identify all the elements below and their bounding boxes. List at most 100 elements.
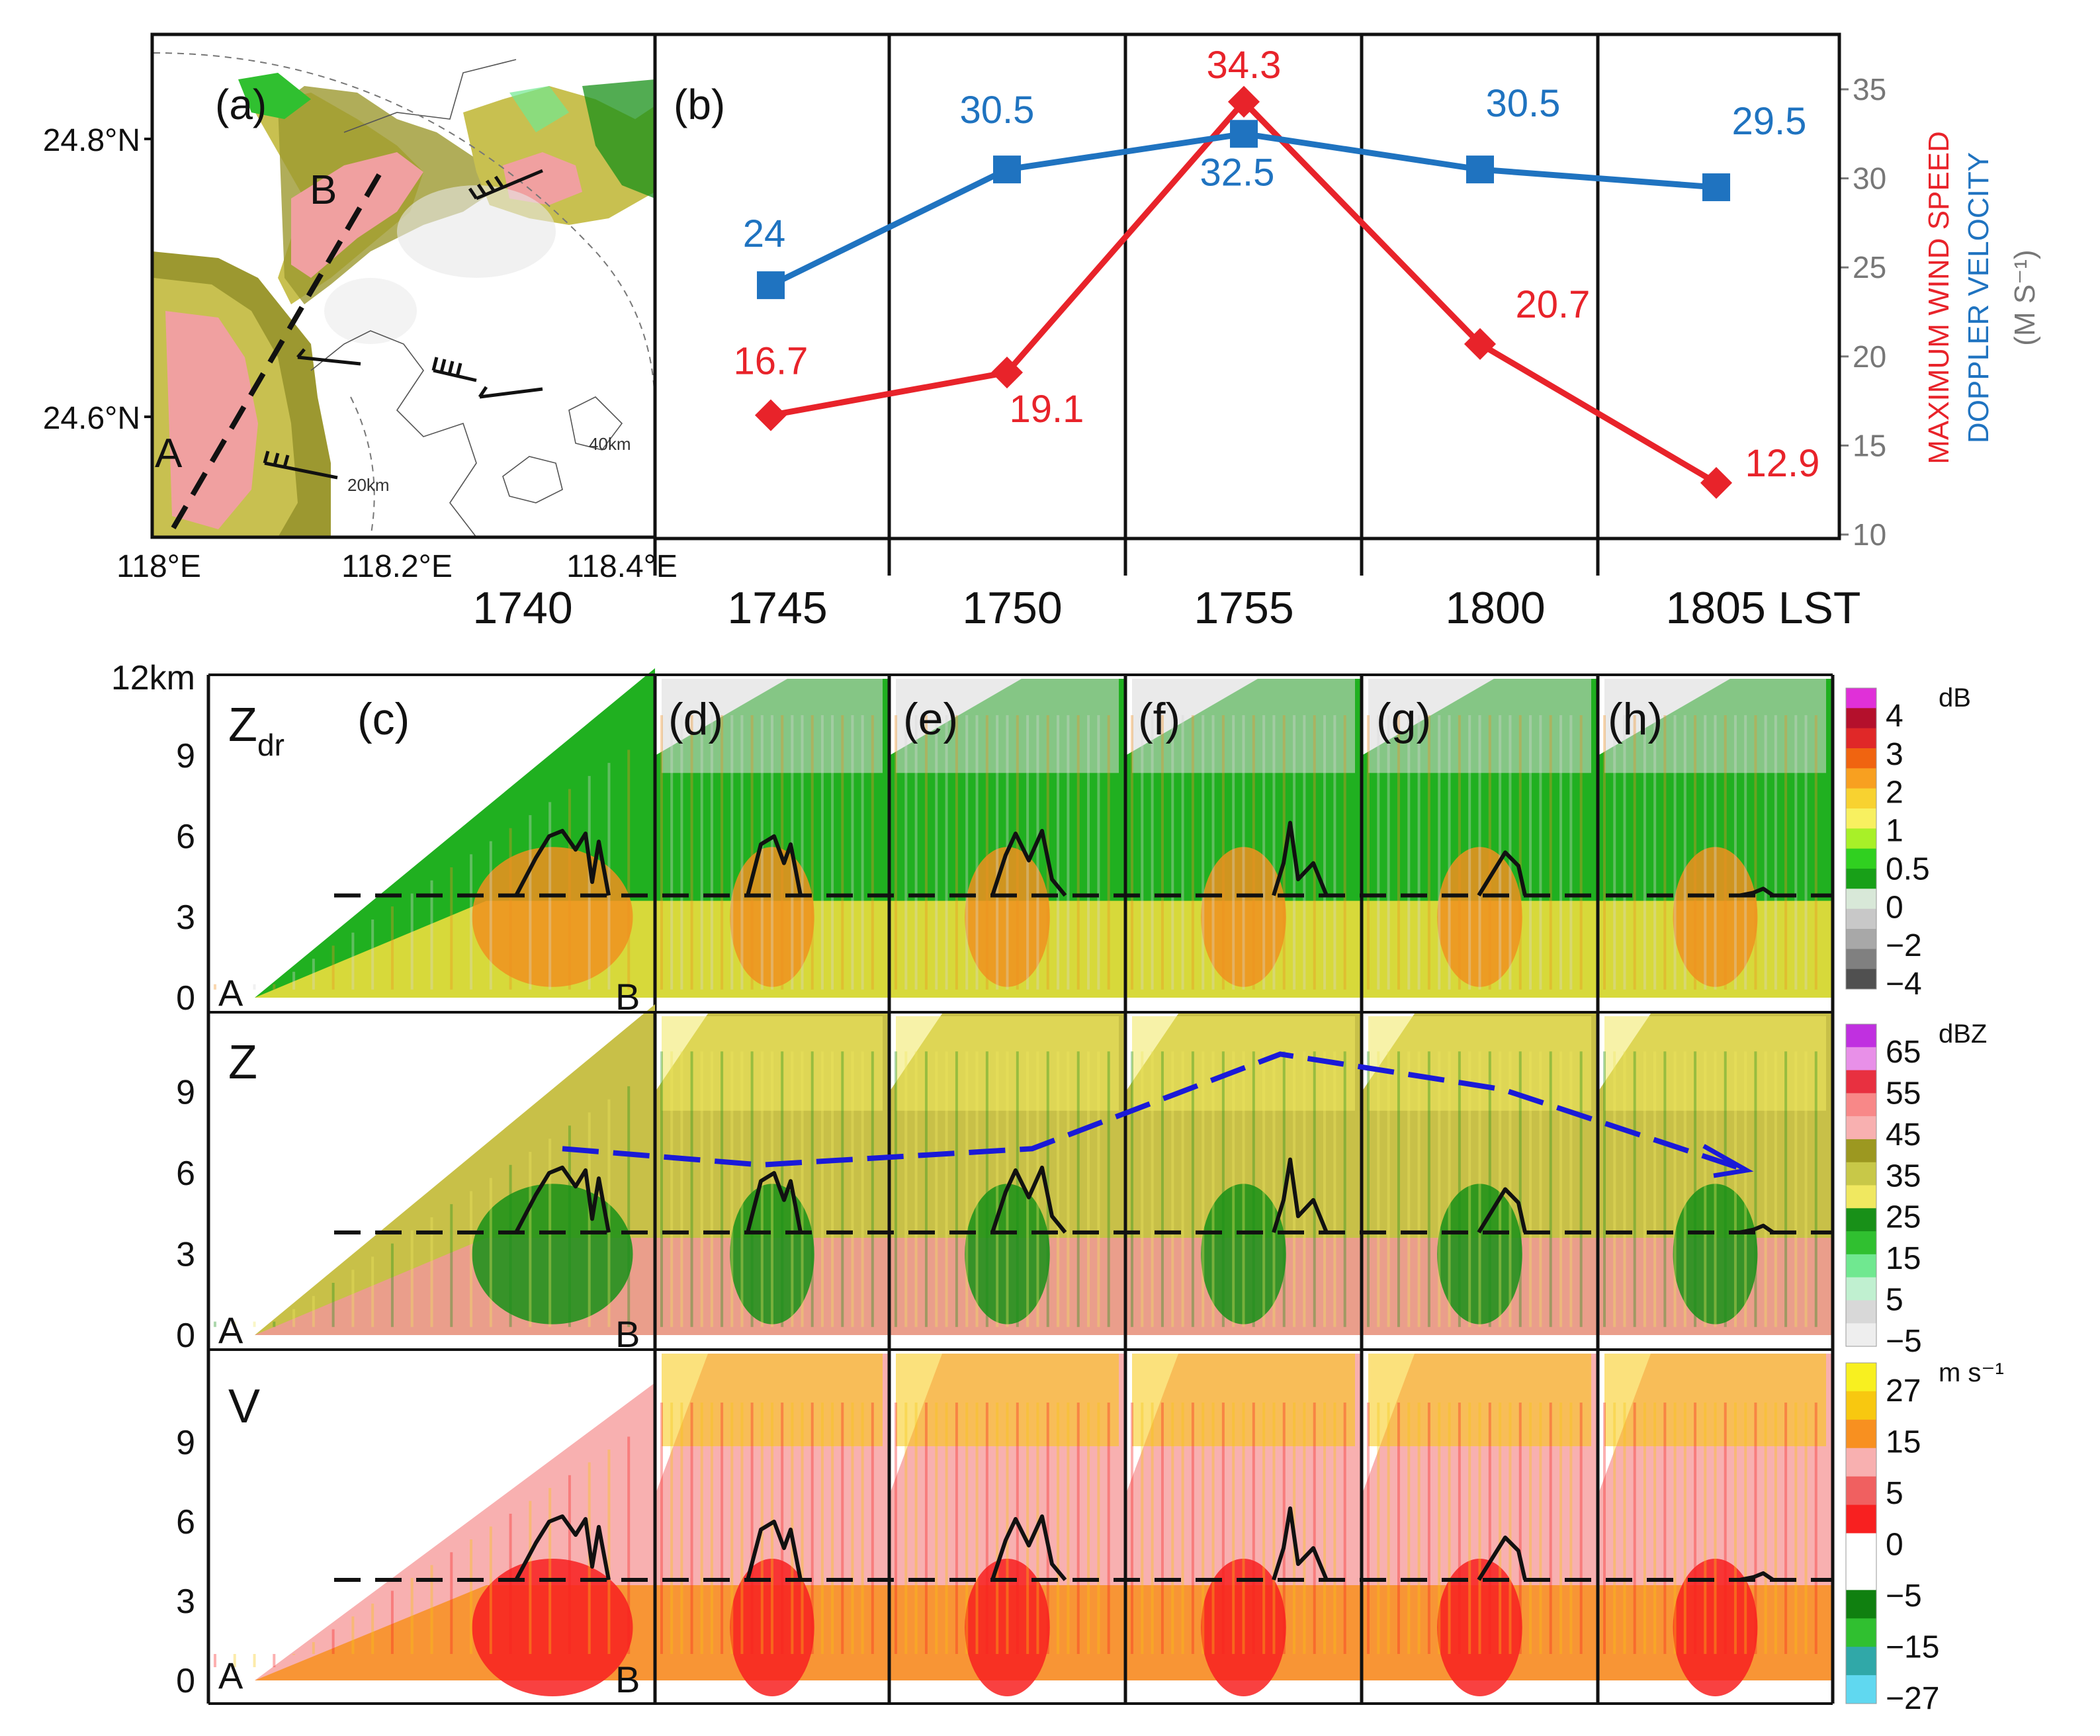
endpoint-a: A	[218, 1309, 243, 1351]
colorbar-label: 0.5	[1886, 851, 1930, 887]
time-label: 1750	[962, 583, 1062, 633]
colorbar-swatch	[1846, 1093, 1876, 1117]
data-label: 32.5	[1200, 151, 1275, 194]
colorbar-label: −5	[1886, 1579, 1922, 1614]
panel-label-a: (a)	[215, 81, 267, 128]
height-tick: 0	[176, 979, 195, 1018]
colorbar-swatch	[1846, 1561, 1876, 1590]
xsec-panel	[655, 679, 889, 998]
y-title-max-wind: MAXIMUM WIND SPEED	[1923, 131, 1955, 464]
colorbar-swatch	[1846, 1139, 1876, 1163]
xsec-panel	[889, 679, 1125, 998]
xsec-panel	[1362, 679, 1598, 998]
colorbar-swatch	[1846, 1647, 1876, 1676]
colorbar-swatch	[1846, 949, 1876, 970]
colorbar-swatch	[1846, 808, 1876, 829]
point-max-wind	[1700, 466, 1733, 499]
colorbar-swatch	[1846, 1448, 1876, 1477]
data-label: 16.7	[734, 340, 809, 383]
lat-tick-24-6: 24.6°N	[43, 401, 140, 436]
hail-contour	[1739, 1223, 1774, 1235]
colorbar-swatch	[1846, 889, 1876, 910]
panel-label: (g)	[1376, 694, 1431, 744]
colorbar-swatch	[1846, 1300, 1876, 1324]
height-tick: 3	[176, 1583, 195, 1621]
xsec-panel	[1125, 679, 1362, 998]
colorbar-label: 27	[1886, 1373, 1921, 1409]
y-tick-label: 15	[1853, 428, 1886, 462]
colorbar-swatch	[1846, 969, 1876, 990]
field-label-v: V	[228, 1380, 260, 1433]
data-label: 24	[743, 212, 786, 255]
colorbar-label: 1	[1886, 814, 1903, 849]
colorbar-swatch	[1846, 728, 1876, 749]
range-ring-outer	[153, 52, 656, 411]
colorbar-label: 5	[1886, 1476, 1903, 1511]
colorbar-swatch	[1846, 1277, 1876, 1301]
point-doppler	[757, 271, 785, 300]
panel-label: (f)	[1138, 694, 1180, 744]
hail-contour	[1739, 1571, 1774, 1582]
colorbar-swatch	[1846, 908, 1876, 930]
hail-contour	[746, 1520, 803, 1581]
xsec-panel	[214, 1004, 655, 1335]
colorbar-unit: dB	[1939, 683, 1971, 713]
y-tick-label: 35	[1853, 72, 1886, 107]
y-unit: (M S⁻¹)	[2009, 249, 2041, 345]
data-label: 30.5	[960, 89, 1035, 132]
xsec-row-zdr: 9 6 3 0 12km A B Zdr (c) (d) (e) (f) (g) (h)	[111, 659, 1835, 1018]
colorbar-label: −4	[1886, 967, 1922, 1002]
xsec-panel	[889, 1354, 1125, 1696]
height-tick: 9	[176, 1074, 195, 1112]
colorbar-swatch	[1846, 1116, 1876, 1140]
panel-label: (h)	[1608, 694, 1663, 744]
colorbar-swatch	[1846, 1323, 1876, 1347]
hail-contour	[746, 1171, 803, 1233]
colorbar-swatch	[1846, 848, 1876, 869]
line-chart-panel: (b) 35 30 25 20 15 10 16.7 19.1 34.3 20.7 12.9 24 3…	[653, 32, 2041, 552]
panel-label: (e)	[903, 694, 958, 744]
xsec-panel	[889, 1014, 1125, 1335]
range-label-40km: 40km	[589, 434, 631, 454]
hail-contour	[1272, 820, 1329, 896]
panel-label: (d)	[668, 694, 723, 744]
data-label: 34.3	[1207, 44, 1282, 87]
map-panel: 20km 40km (a) B A 24.8°N 24.6°N 118°E 11…	[43, 32, 678, 584]
endpoint-b: B	[615, 1313, 640, 1355]
colorbar-zdr: 432 10.50−2 −4 dB	[1845, 683, 1971, 1002]
lon-tick-118: 118°E	[116, 549, 201, 584]
colorbar-swatch	[1846, 688, 1876, 709]
time-label: 1740	[472, 583, 572, 633]
colorbar-swatch	[1846, 1504, 1876, 1534]
panel-label: (c)	[357, 694, 410, 744]
colorbar-swatch	[1846, 1476, 1876, 1506]
colorbar-label: −15	[1886, 1630, 1939, 1665]
colorbar-swatch	[1846, 1590, 1876, 1619]
xsec-panel	[1598, 679, 1833, 998]
height-top-label: 12km	[111, 659, 195, 697]
colorbar-swatch	[1846, 1618, 1876, 1647]
endpoint-a: A	[218, 1655, 243, 1696]
colorbar-swatch	[1846, 1419, 1876, 1449]
endpoint-a: A	[218, 972, 243, 1014]
section-line-ab	[171, 165, 386, 530]
colorbar-swatch	[1846, 1675, 1876, 1704]
colorbar-label: 15	[1886, 1425, 1921, 1460]
colorbar-label: 25	[1886, 1200, 1921, 1235]
colorbar-label: 35	[1886, 1158, 1921, 1194]
y-axis-right: 35 30 25 20 15 10	[1839, 72, 1886, 552]
xsec-panel	[214, 1383, 655, 1696]
xsec-panel	[1598, 1354, 1833, 1696]
y-tick-label: 25	[1853, 250, 1886, 284]
endpoint-a-map: A	[155, 431, 183, 476]
hail-contour	[990, 1514, 1067, 1581]
colorbar-swatch	[1846, 1162, 1876, 1186]
xsec-row-z: 9 6 3 0 A B Z	[176, 1004, 1835, 1355]
series-group: 16.7 19.1 34.3 20.7 12.9 24 30.5 32.5 30.5 29.5	[653, 32, 1841, 541]
colorbar-label: 15	[1886, 1241, 1921, 1276]
colorbar-label: −5	[1886, 1324, 1922, 1359]
xsec-panel	[1362, 1354, 1598, 1696]
data-label: 30.5	[1486, 82, 1561, 125]
height-tick: 9	[176, 737, 195, 775]
